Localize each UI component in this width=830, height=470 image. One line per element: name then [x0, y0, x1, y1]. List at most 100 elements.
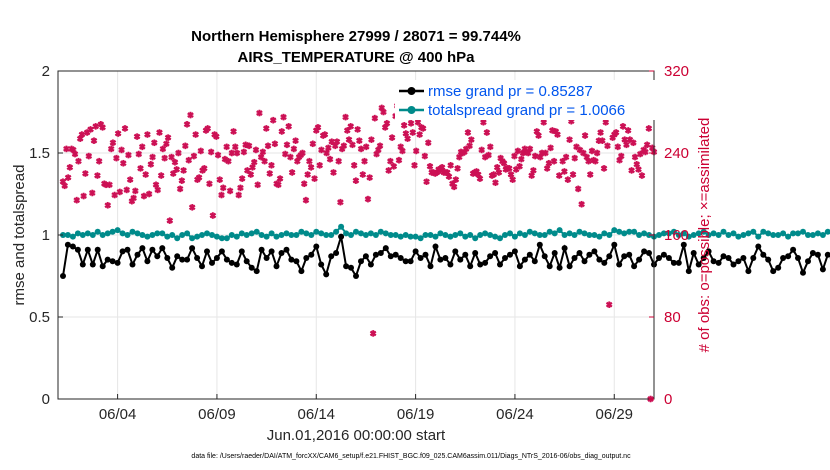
- obs-count-point: [169, 170, 177, 177]
- spread-point: [760, 228, 767, 235]
- rmse-point: [104, 256, 111, 263]
- obs-count-point: [461, 148, 468, 156]
- obs-count-point: [402, 130, 410, 137]
- rmse-point: [114, 259, 121, 266]
- spread-point: [288, 232, 295, 238]
- obs-count-point: [414, 118, 422, 126]
- rmse-point: [79, 261, 86, 268]
- spread-point: [358, 230, 364, 237]
- x-tick-label: 06/04: [99, 406, 137, 423]
- spread-point: [765, 230, 772, 237]
- rmse-point: [462, 251, 469, 258]
- obs-count-point: [617, 152, 625, 160]
- rmse-point: [626, 251, 633, 258]
- obs-count-point: [476, 175, 484, 182]
- obs-count-point: [323, 149, 330, 157]
- spread-point: [497, 235, 503, 242]
- obs-count-point: [94, 172, 101, 179]
- rmse-point: [730, 261, 737, 268]
- obs-count-point: [400, 122, 408, 129]
- spread-point: [348, 232, 354, 238]
- obs-count-point: [88, 189, 96, 197]
- obs-count-point: [300, 180, 308, 188]
- obs-count-point: [633, 160, 641, 168]
- obs-count-point: [183, 121, 191, 128]
- obs-count-point: [164, 134, 172, 141]
- obs-count-point: [271, 140, 279, 148]
- obs-count-point: [142, 171, 149, 178]
- obs-count-point: [500, 159, 508, 167]
- obs-count-point: [187, 111, 194, 119]
- spread-point: [775, 232, 782, 238]
- obs-count-point: [316, 162, 324, 169]
- obs-count-point: [438, 164, 446, 171]
- spread-point: [189, 235, 196, 242]
- legend: rmse grand pr = 0.85287 totalspread gran…: [395, 80, 655, 120]
- rmse-point: [770, 268, 777, 275]
- obs-count-point: [573, 143, 580, 151]
- rmse-point: [596, 256, 603, 263]
- obs-count-point: [109, 139, 117, 147]
- rmse-point: [278, 250, 285, 256]
- obs-count-point: [283, 141, 291, 149]
- spread-point: [457, 230, 464, 237]
- obs-count-point: [540, 118, 548, 126]
- rmse-point: [194, 255, 201, 261]
- obs-count-point: [349, 141, 356, 149]
- obs-count-point: [385, 167, 392, 174]
- spread-point: [343, 230, 350, 237]
- obs-count-point: [257, 153, 265, 161]
- obs-count-point: [481, 153, 489, 161]
- rmse-point: [720, 253, 727, 260]
- obs-count-point: [597, 129, 604, 136]
- obs-count-point: [569, 171, 577, 178]
- spread-point: [725, 232, 732, 238]
- obs-count-point: [302, 196, 310, 204]
- spread-point: [397, 233, 404, 240]
- spread-point: [735, 233, 742, 240]
- obs-count-point: [478, 146, 485, 154]
- rmse-point: [377, 250, 384, 256]
- obs-count-point: [399, 147, 406, 155]
- spread-point: [412, 233, 419, 240]
- rmse-point: [184, 256, 191, 263]
- chart-subtitle: AIRS_TEMPERATURE @ 400 hPa: [238, 49, 476, 66]
- spread-point: [422, 232, 429, 238]
- rmse-point: [536, 241, 543, 248]
- obs-count-series: [59, 102, 658, 403]
- rmse-point: [124, 246, 131, 253]
- spread-point: [467, 232, 474, 238]
- y-tick-label: 0: [42, 391, 50, 408]
- rmse-point: [670, 259, 677, 266]
- obs-count-point: [230, 128, 237, 135]
- rmse-point: [472, 250, 479, 256]
- obs-count-point: [314, 124, 322, 131]
- spread-point: [387, 232, 394, 238]
- obs-count-point: [233, 149, 241, 157]
- obs-count-point: [545, 159, 553, 167]
- obs-count-point: [123, 186, 131, 194]
- rmse-point: [268, 248, 275, 255]
- obs-count-point: [357, 145, 365, 153]
- obs-count-point: [455, 153, 463, 161]
- spread-point: [213, 233, 220, 240]
- obs-count-point: [495, 169, 503, 176]
- rmse-point: [248, 264, 255, 271]
- rmse-point: [293, 258, 300, 265]
- obs-count-point: [63, 145, 70, 153]
- spread-point: [382, 230, 389, 237]
- spread-point: [377, 228, 384, 235]
- rmse-point: [785, 253, 792, 260]
- spread-point: [487, 232, 494, 238]
- obs-count-point: [225, 157, 232, 165]
- spread-point: [407, 233, 414, 240]
- spread-point: [805, 232, 811, 238]
- spread-point: [278, 232, 285, 238]
- obs-count-point: [247, 171, 255, 178]
- obs-count-point: [369, 330, 377, 337]
- spread-point: [119, 230, 126, 237]
- rmse-point: [437, 256, 444, 263]
- rmse-point: [263, 255, 270, 261]
- obs-count-point: [278, 128, 286, 135]
- rmse-point: [129, 261, 136, 268]
